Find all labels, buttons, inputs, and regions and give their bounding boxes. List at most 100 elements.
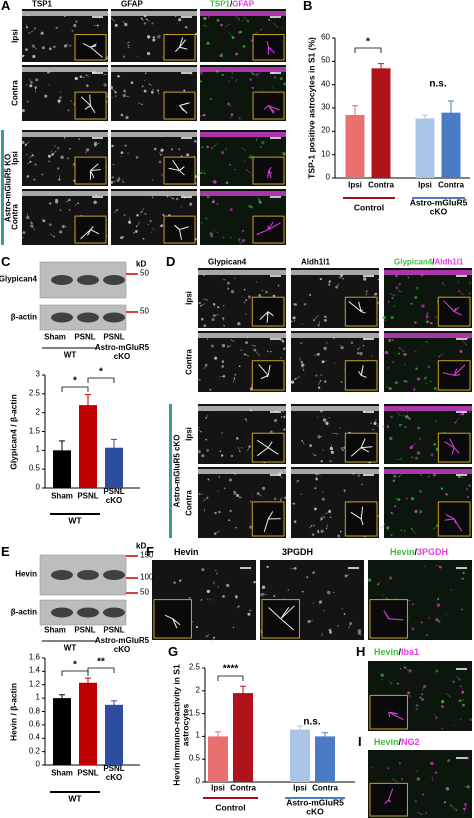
cell xyxy=(363,277,367,281)
cell xyxy=(270,350,272,353)
significance-label: ** xyxy=(97,656,105,668)
inset-process xyxy=(179,37,184,48)
cell xyxy=(223,305,225,307)
cell xyxy=(242,229,244,232)
cell xyxy=(22,236,24,239)
process xyxy=(283,427,289,430)
significance-label: n.s. xyxy=(303,716,321,728)
process xyxy=(136,215,138,217)
process xyxy=(208,479,211,481)
inset-process xyxy=(179,170,185,176)
process xyxy=(114,95,117,98)
cell xyxy=(235,52,238,56)
cell xyxy=(59,230,63,234)
cell xyxy=(309,444,312,447)
pial-surface xyxy=(22,11,108,16)
y-tick-label: 50 xyxy=(321,55,330,65)
process xyxy=(220,55,224,58)
process xyxy=(411,626,414,630)
cell xyxy=(437,597,440,601)
process xyxy=(425,316,428,320)
inset-process xyxy=(174,46,180,52)
process xyxy=(459,476,464,478)
cell xyxy=(317,531,320,534)
y-tick-label: 0.5 xyxy=(188,753,200,763)
process xyxy=(256,137,258,141)
cell xyxy=(328,416,330,418)
cell xyxy=(25,48,28,51)
y-axis-label: Hevin Immuno-reactivity in S1 astrocytes xyxy=(171,664,191,786)
cell xyxy=(144,72,147,74)
cell xyxy=(320,529,324,533)
cell xyxy=(343,613,346,616)
cell xyxy=(322,418,327,422)
inset-process xyxy=(90,229,100,235)
cell xyxy=(313,524,315,527)
cell xyxy=(220,454,224,457)
cell xyxy=(312,602,314,604)
cell xyxy=(387,367,390,369)
band xyxy=(103,275,125,285)
cell xyxy=(423,684,427,688)
cell xyxy=(123,89,126,93)
process xyxy=(141,18,145,22)
channel-label: 3PGDH xyxy=(282,547,313,557)
process xyxy=(429,322,432,325)
cell xyxy=(296,480,299,483)
process xyxy=(380,523,386,529)
cell xyxy=(391,361,395,364)
x-tick-label: PSNL cKO xyxy=(103,487,125,505)
cell xyxy=(422,793,425,796)
cell xyxy=(249,525,253,529)
process xyxy=(158,149,163,154)
cell xyxy=(323,609,325,612)
process xyxy=(280,470,282,474)
inset-process xyxy=(451,447,455,455)
cell xyxy=(440,487,444,490)
cell xyxy=(205,438,207,441)
lane-label: PSNL xyxy=(74,332,96,342)
cell xyxy=(362,345,365,347)
cell xyxy=(427,365,430,369)
process xyxy=(359,632,362,636)
cell xyxy=(202,274,205,277)
marker-label: 50 xyxy=(140,268,149,278)
process xyxy=(202,569,204,571)
cell xyxy=(26,100,29,103)
cell xyxy=(27,13,30,17)
cell xyxy=(318,386,321,389)
bar xyxy=(53,450,71,488)
cell xyxy=(234,373,237,376)
cell xyxy=(78,138,81,141)
micrograph xyxy=(368,661,473,731)
cell xyxy=(74,76,78,81)
cell xyxy=(468,292,471,295)
cell xyxy=(241,19,244,22)
pial-surface xyxy=(22,191,108,196)
cell xyxy=(420,273,424,277)
process xyxy=(108,176,114,178)
cell xyxy=(238,365,241,368)
process xyxy=(324,511,331,515)
x-tick-label: Contra xyxy=(368,180,394,190)
cell xyxy=(267,350,269,353)
cell xyxy=(68,209,71,211)
process xyxy=(231,72,234,75)
process xyxy=(326,524,328,529)
process xyxy=(416,704,418,706)
cell xyxy=(217,490,219,492)
cell xyxy=(174,15,177,18)
cell xyxy=(410,497,415,501)
inset-process xyxy=(360,447,369,453)
cell xyxy=(433,443,436,446)
process xyxy=(450,805,456,810)
group-label: WT xyxy=(63,643,77,653)
y-tick-label: 1 xyxy=(195,730,200,740)
process xyxy=(284,415,286,418)
cell xyxy=(280,416,283,418)
process xyxy=(336,283,340,288)
inset-process xyxy=(360,374,367,378)
significance-label: * xyxy=(99,366,103,378)
channel-label: Aldh1l1 xyxy=(301,258,330,267)
micrograph xyxy=(21,130,108,186)
